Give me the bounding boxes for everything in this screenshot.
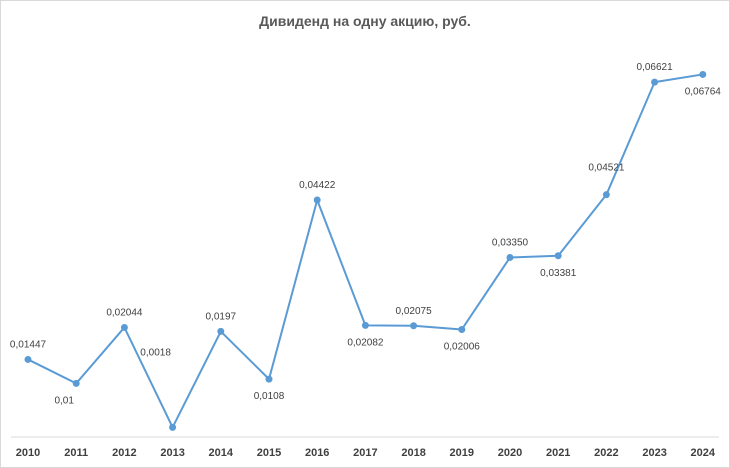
data-point [120,323,128,331]
x-tick-label: 2019 [450,447,474,459]
x-tick-label: 2014 [209,447,234,459]
x-tick-label: 2013 [160,447,184,459]
data-point [699,70,707,78]
x-tick-label: 2011 [64,447,88,459]
x-tick-label: 2021 [546,447,570,459]
x-tick-label: 2010 [16,447,40,459]
chart-title: Дивиденд на одну акцию, руб. [259,13,471,29]
x-tick-label: 2016 [305,447,329,459]
data-point [458,325,466,333]
data-label: 0,06621 [637,62,674,73]
data-point [217,327,225,335]
data-label: 0,0197 [206,311,237,322]
data-label: 0,04521 [588,163,625,174]
data-point [169,423,177,431]
data-label: 0,02044 [106,307,143,318]
data-label: 0,03350 [492,237,529,248]
data-label: 0,06764 [685,86,722,97]
data-point [72,379,80,387]
x-tick-label: 2017 [353,447,377,459]
data-label: 0,02006 [444,341,481,352]
x-tick-label: 2023 [642,447,666,459]
x-tick-label: 2015 [257,447,281,459]
data-point [506,253,514,261]
data-label: 0,0108 [254,391,285,402]
data-point [602,191,610,199]
data-point [361,321,369,329]
data-point [265,375,273,383]
data-point [554,252,562,260]
data-point [313,196,321,204]
x-tick-label: 2022 [594,447,618,459]
data-label: 0,0018 [140,347,171,358]
data-label: 0,01447 [10,339,47,350]
data-label: 0,03381 [540,268,577,279]
data-point [651,78,659,86]
data-label: 0,01 [54,395,74,406]
data-label: 0,02075 [396,306,433,317]
data-label: 0,04422 [299,180,336,191]
data-label: 0,02082 [347,337,384,348]
x-tick-label: 2012 [112,447,136,459]
x-tick-label: 2018 [401,447,425,459]
x-tick-label: 2024 [691,447,716,459]
data-point [410,322,418,330]
x-tick-label: 2020 [498,447,522,459]
data-point [24,355,32,363]
series-line [27,73,703,429]
